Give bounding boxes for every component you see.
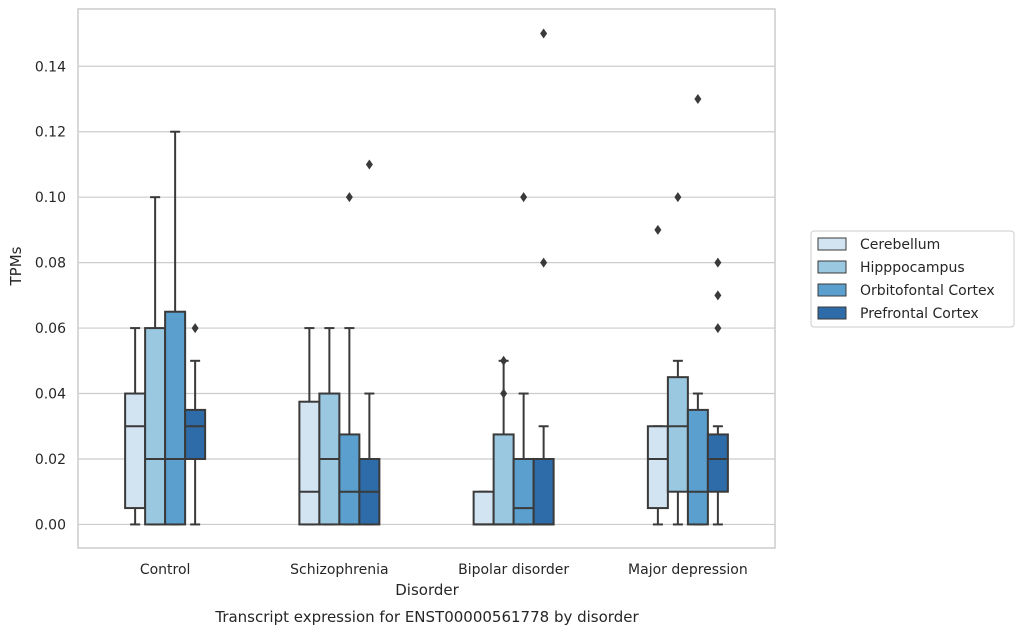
- x-tick-label: Control: [140, 562, 191, 578]
- box: [184, 408, 207, 460]
- y-axis-label: TPMs: [7, 246, 25, 286]
- box: [144, 327, 167, 526]
- x-axis-label: Disorder: [395, 581, 459, 599]
- box: [532, 457, 555, 526]
- box: [512, 457, 535, 526]
- outlier-point: [540, 28, 548, 39]
- y-tick-label: 0.14: [35, 59, 66, 75]
- box: [298, 400, 321, 526]
- box: [686, 408, 709, 526]
- legend: Cerebellum Hipppocampus Orbitofontal Corte…: [810, 230, 1015, 328]
- outlier-point: [520, 192, 528, 203]
- box: [706, 433, 729, 493]
- box: [666, 376, 689, 493]
- legend-swatch: [817, 306, 847, 320]
- y-tick-label: 0.08: [35, 256, 66, 272]
- legend-label: Orbitofontal Cortex: [860, 283, 995, 299]
- legend-label: Cerebellum: [860, 237, 940, 253]
- outlier-point: [654, 224, 662, 235]
- y-tick-label: 0.10: [35, 190, 66, 206]
- box: [164, 310, 187, 526]
- y-tick-label: 0.04: [35, 387, 66, 403]
- x-tick-label: Major depression: [628, 562, 748, 578]
- plot-frame: [77, 8, 776, 549]
- box-group: [532, 28, 555, 526]
- box: [338, 433, 361, 526]
- x-tick-labels: Control Schizophrenia Bipolar disorder Majo…: [140, 562, 748, 578]
- outlier-point: [500, 355, 508, 366]
- outlier-point: [714, 323, 722, 334]
- legend-swatch: [817, 283, 847, 297]
- box-group: [124, 327, 147, 526]
- y-tick-label: 0.00: [35, 517, 66, 533]
- outlier-point: [714, 257, 722, 268]
- outlier-point: [365, 159, 373, 170]
- y-tick-label: 0.02: [35, 452, 66, 468]
- box-group: [338, 192, 361, 526]
- box-group: [318, 327, 341, 526]
- y-tick-label: 0.12: [35, 125, 66, 141]
- y-tick-label: 0.06: [35, 321, 66, 337]
- outlier-point: [694, 93, 702, 104]
- legend-swatch: [817, 237, 847, 251]
- x-tick-label: Schizophrenia: [290, 562, 388, 578]
- legend-swatch: [817, 260, 847, 274]
- box-group: [184, 323, 207, 526]
- box: [492, 433, 515, 526]
- box: [124, 392, 147, 510]
- outlier-point: [345, 192, 353, 203]
- box-group: [472, 490, 495, 526]
- outlier-point: [714, 290, 722, 301]
- x-tick-label: Bipolar disorder: [458, 562, 569, 578]
- legend-label: Hipppocampus: [860, 260, 965, 276]
- box-series: [124, 28, 729, 526]
- legend-frame: [810, 230, 1015, 328]
- y-tick-labels: 0.00 0.02 0.04 0.06 0.08 0.10 0.12 0.14: [35, 59, 66, 533]
- outlier-point: [500, 388, 508, 399]
- outlier-point: [674, 192, 682, 203]
- box-group: [358, 159, 381, 526]
- outlier-point: [191, 323, 199, 334]
- box-group: [706, 257, 729, 526]
- box: [472, 490, 495, 526]
- box: [646, 425, 669, 510]
- chart-title: Transcript expression for ENST0000056177…: [214, 608, 639, 626]
- legend-label: Prefrontal Cortex: [860, 306, 979, 322]
- outlier-point: [540, 257, 548, 268]
